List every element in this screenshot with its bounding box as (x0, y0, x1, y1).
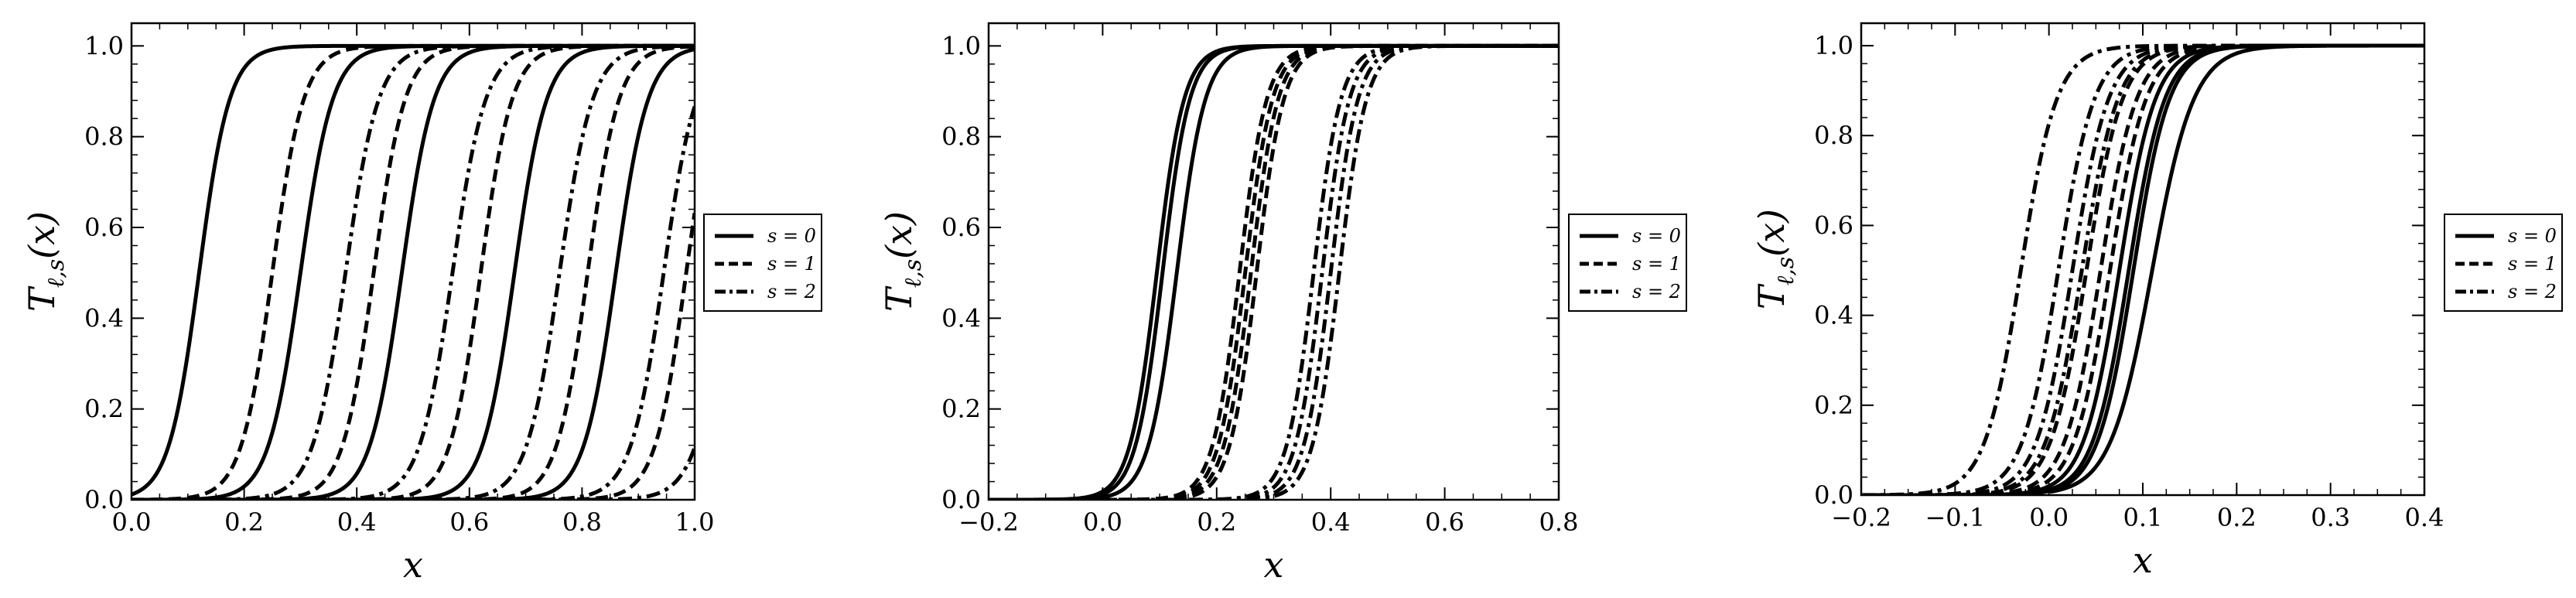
series-line-s2 (132, 43, 695, 500)
legend-label: s = 2 (2508, 281, 2557, 302)
x-tick-label: 0.8 (562, 507, 602, 537)
chart-2-svg: −0.2 0.0 0.2 0.4 0.6 0.80.00.20.40.60.81.0xTℓ… (878, 22, 1687, 586)
series-line-s1 (132, 43, 695, 500)
chart-3-svg: −0.2 −0.1 0.0 0.1 0.2 0.3 0.4 0.0 0.2 0.4 0.6 0.8 1.… (1751, 22, 2563, 581)
legend-label: s = 1 (767, 253, 816, 275)
x-tick-label: 1.0 (675, 507, 715, 537)
series-line-s0 (2049, 43, 2424, 494)
plot-area (989, 43, 1559, 500)
series-line-s0 (132, 43, 695, 500)
legend: s = 0 s = 1 s = 2 (2444, 214, 2563, 312)
y-tick-label: 0.0 (941, 485, 981, 514)
series-line-s0 (1861, 43, 2424, 495)
series-line-s0 (132, 43, 695, 497)
x-tick-label: 0.2 (1197, 507, 1236, 537)
series-line-s2 (1861, 43, 2424, 495)
series-line-s1 (132, 44, 695, 500)
x-tick-label: 0.2 (2217, 503, 2257, 532)
series-line-s2 (989, 43, 1559, 500)
y-tick-label: 1.0 (84, 31, 124, 60)
legend-label: s = 0 (2508, 225, 2557, 247)
y-tick-label: 0.2 (941, 395, 981, 424)
x-tick-label: 0.0 (1083, 507, 1122, 537)
legend: s = 0 s = 1 s = 2 (703, 214, 822, 312)
x-axis-label: x (403, 544, 423, 586)
y-tick-label: 0.4 (1814, 301, 1853, 330)
y-tick-label: 0.6 (941, 213, 981, 242)
y-axis-label: Tℓ,s(x) (21, 211, 70, 312)
series-line-s1 (1861, 43, 2424, 495)
x-tick-label: −0.2 (1831, 503, 1891, 532)
y-tick-label: 0.2 (84, 395, 124, 424)
x-tick-label: 0.3 (2311, 503, 2350, 532)
chart-1-svg: 0.0 0.2 0.4 0.6 0.8 1.0 0.0 0.2 0.4 0.6 0.8 1.0 x Tℓ,… (21, 22, 822, 586)
x-tick-label: 0.1 (2123, 503, 2163, 532)
y-tick-label: 0.6 (84, 213, 124, 242)
series-line-s0 (132, 43, 695, 500)
x-tick-label: 0.0 (2029, 503, 2069, 532)
chart-panel-1: 0.0 0.2 0.4 0.6 0.8 1.0 0.0 0.2 0.4 0.6 0.8 1.0 x Tℓ,… (0, 0, 859, 598)
x-tick-label: 0.2 (224, 507, 264, 537)
x-tick-label: 0.4 (2405, 503, 2444, 532)
x-tick-label: −0.2 (958, 507, 1019, 537)
y-tick-label: 1.0 (941, 31, 981, 60)
series-line-s2 (1861, 43, 2424, 495)
series-line-s1 (132, 212, 695, 500)
chart-panel-2: −0.2 0.0 0.2 0.4 0.6 0.8 0.0 0.2 0.4 0.6 0.8 1.0 x Tℓ… (859, 0, 1717, 598)
series-line-s1 (1861, 43, 2424, 495)
x-tick-label: 0.6 (449, 507, 489, 537)
y-axis-label: Tℓ,s(x) (1751, 209, 1799, 309)
plot-area (1861, 43, 2424, 495)
series-line-s1 (132, 43, 695, 500)
chart-panel-3: −0.2 −0.1 0.0 0.1 0.2 0.3 0.4 0.0 0.2 0.4 0.6 0.8 1.… (1717, 0, 2576, 598)
y-tick-label: 0.0 (1814, 480, 1853, 510)
y-tick-label: 0.8 (84, 122, 124, 152)
y-tick-label: 0.4 (941, 303, 981, 333)
x-tick-label: 0.8 (1539, 507, 1579, 537)
y-tick-label: 0.4 (84, 303, 124, 333)
series-line-s2 (132, 105, 695, 500)
legend: s = 0 s = 1 s = 2 (1568, 214, 1687, 312)
x-tick-label: 0.0 (112, 507, 152, 537)
y-tick-label: 0.0 (84, 485, 124, 514)
series-line-s1 (132, 43, 695, 500)
x-tick-label: 0.6 (1425, 507, 1464, 537)
plot-frame (130, 22, 696, 501)
plot-frame (1860, 22, 2426, 497)
y-axis-label: Tℓ,s(x) (878, 211, 927, 312)
series-line-s2 (989, 43, 1559, 500)
y-tick-label: 0.8 (1814, 121, 1853, 150)
series-line-s1 (1861, 43, 2424, 495)
series-line-s0 (132, 47, 695, 500)
series-line-s2 (132, 44, 695, 500)
legend-label: s = 1 (2508, 253, 2557, 275)
y-tick-label: 0.6 (1814, 210, 1853, 240)
legend-label: s = 0 (1632, 225, 1681, 247)
series-line-s0 (1861, 43, 2424, 495)
x-tick-label: 0.4 (337, 507, 377, 537)
series-line-s1 (989, 43, 1559, 500)
series-line-s2 (1861, 43, 2424, 495)
legend-label: s = 0 (767, 225, 816, 247)
legend-label: s = 2 (1632, 281, 1681, 302)
x-tick-label: 0.4 (1311, 507, 1351, 537)
y-tick-label: 1.0 (1814, 31, 1853, 60)
series-line-s2 (132, 43, 695, 500)
y-tick-label: 0.2 (1814, 391, 1853, 420)
series-line-s1 (989, 43, 1559, 500)
x-tick-label: −0.1 (1925, 503, 1985, 532)
plot-area (132, 43, 695, 500)
series-line-s0 (132, 43, 695, 500)
x-axis-label: x (2133, 539, 2153, 581)
y-tick-label: 0.8 (941, 122, 981, 152)
series-line-s2 (1861, 43, 2424, 495)
x-axis-label: x (1264, 544, 1284, 586)
legend-label: s = 2 (767, 281, 816, 302)
legend-label: s = 1 (1632, 253, 1681, 275)
series-line-s0 (1861, 43, 2424, 495)
